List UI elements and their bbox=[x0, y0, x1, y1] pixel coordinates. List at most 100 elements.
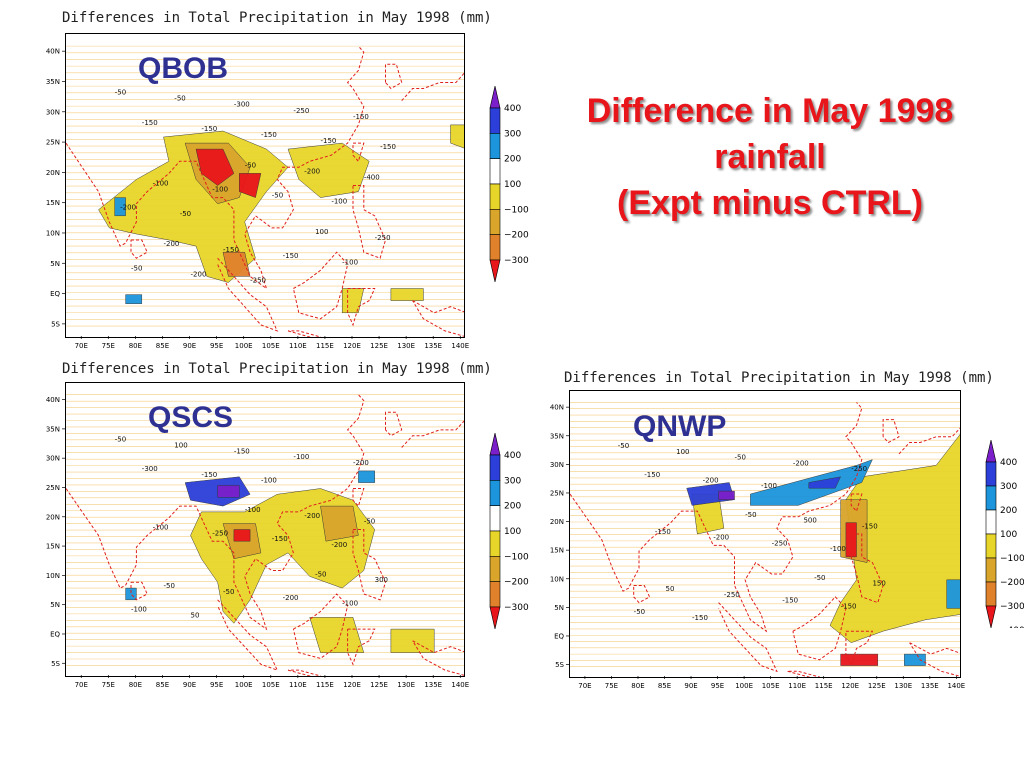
x-tick-label: 75E bbox=[605, 682, 618, 690]
contour-label: -200 bbox=[304, 512, 320, 520]
y-tick-label: EQ bbox=[554, 632, 564, 640]
colorbar-level-label: −300 bbox=[1000, 602, 1024, 612]
contour-label: -200 bbox=[793, 459, 809, 467]
colorbar-level-label: 100 bbox=[504, 527, 521, 537]
x-tick-label: 70E bbox=[75, 681, 88, 689]
colorbar-level-label: −200 bbox=[1000, 578, 1024, 588]
contour-label: -50 bbox=[163, 582, 174, 590]
contour-label: -150 bbox=[201, 125, 217, 133]
x-tick-label: 105E bbox=[262, 342, 280, 350]
coastline bbox=[850, 533, 884, 604]
y-tick-label: 35N bbox=[46, 425, 60, 433]
contour-label: -50 bbox=[315, 570, 326, 578]
colorbar-3: 400 300 200 100 −100 −200 −300 −400 bbox=[985, 440, 1024, 628]
coastline bbox=[352, 488, 365, 508]
x-tick-label: 135E bbox=[921, 682, 939, 690]
coastline bbox=[850, 493, 863, 513]
contour-label: -100 bbox=[153, 524, 169, 532]
y-tick-label: 20N bbox=[46, 513, 60, 521]
x-tick-label: 85E bbox=[658, 682, 671, 690]
x-tick-label: 85E bbox=[156, 342, 169, 350]
contour-label: -200 bbox=[713, 534, 729, 542]
panel-label: QNWP bbox=[633, 410, 727, 443]
y-tick-label: 35N bbox=[46, 78, 60, 86]
precip-region bbox=[125, 294, 143, 304]
y-tick-label: 5S bbox=[51, 660, 60, 668]
colorbar-level-label: 400 bbox=[504, 104, 521, 114]
colorbar-segment bbox=[985, 509, 997, 535]
colorbar-segment bbox=[489, 454, 501, 481]
coastline bbox=[130, 239, 148, 259]
x-tick-label: 140E bbox=[947, 682, 965, 690]
x-tick-label: 90E bbox=[684, 682, 697, 690]
x-tick-label: 130E bbox=[894, 682, 912, 690]
contour-label: -200 bbox=[120, 204, 136, 212]
coastline bbox=[401, 420, 464, 448]
x-tick-label: 120E bbox=[343, 342, 361, 350]
y-tick-label: 40N bbox=[46, 396, 60, 404]
colorbar-bottom-arrow bbox=[489, 606, 501, 629]
colorbar-level-label: 400 bbox=[1000, 458, 1017, 468]
precip-region bbox=[341, 288, 365, 314]
y-tick-label: 25N bbox=[46, 139, 60, 147]
precip-region bbox=[358, 470, 375, 483]
x-tick-label: 115E bbox=[316, 342, 334, 350]
precip-region bbox=[808, 476, 842, 489]
contour-label: -100 bbox=[830, 545, 846, 553]
contour-label: -50 bbox=[180, 210, 191, 218]
colorbar-segment bbox=[489, 133, 501, 159]
contour-label: -200 bbox=[331, 541, 347, 549]
contour-label: -150 bbox=[380, 143, 396, 151]
y-tick-label: 5S bbox=[51, 320, 60, 328]
y-tick-label: 5S bbox=[555, 661, 564, 669]
contour-label: -150 bbox=[862, 522, 878, 530]
y-tick-label: 5N bbox=[554, 604, 564, 612]
coastline bbox=[292, 251, 349, 320]
x-tick-label: 80E bbox=[129, 681, 142, 689]
colorbar-segment bbox=[489, 480, 501, 506]
precip-region bbox=[114, 197, 126, 217]
contour-label: -150 bbox=[841, 602, 857, 610]
colorbar-top-arrow bbox=[489, 86, 501, 109]
contour-label: -250 bbox=[212, 529, 228, 537]
colorbar-level-label: 200 bbox=[504, 502, 521, 512]
colorbar-level-label: −200 bbox=[504, 231, 529, 241]
contour-label: -50 bbox=[174, 95, 185, 103]
contour-label: -50 bbox=[734, 454, 745, 462]
precip-region bbox=[946, 579, 960, 609]
coastline bbox=[287, 330, 322, 337]
contour-label: -100 bbox=[761, 482, 777, 490]
colorbar-top-arrow bbox=[985, 440, 997, 463]
x-tick-label: 100E bbox=[235, 681, 253, 689]
colorbar-bottom-arrow bbox=[985, 605, 997, 628]
contour-label: 300 bbox=[375, 576, 388, 584]
contour-label: -100 bbox=[261, 477, 277, 485]
colorbar-level-label: 200 bbox=[1000, 506, 1017, 516]
y-tick-label: 25N bbox=[550, 489, 564, 497]
contour-label: -100 bbox=[342, 600, 358, 608]
colorbar-2: 400 300 200 100 −100 −200 −300 −400 bbox=[489, 433, 529, 629]
colorbar-level-label: −300 bbox=[504, 603, 529, 613]
coastline bbox=[385, 63, 403, 90]
contour-label: -250 bbox=[375, 234, 391, 242]
colorbar-segment bbox=[985, 533, 997, 559]
contour-label: -50 bbox=[245, 161, 256, 169]
contour-label: 50 bbox=[191, 611, 200, 619]
colorbar-level-label: −400 bbox=[504, 628, 529, 629]
contour-label: -150 bbox=[261, 131, 277, 139]
contour-label: 100 bbox=[676, 448, 689, 456]
contour-label: -200 bbox=[283, 594, 299, 602]
coastline bbox=[792, 596, 847, 661]
x-tick-label: 95E bbox=[711, 682, 724, 690]
slide-heading: Difference in May 1998 rainfall (Expt mi… bbox=[548, 88, 992, 226]
x-tick-label: 140E bbox=[451, 342, 469, 350]
colorbar-level-label: −100 bbox=[504, 552, 529, 562]
heading-line-3: (Expt minus CTRL) bbox=[617, 184, 923, 222]
colorbar-level-label: 300 bbox=[504, 129, 521, 139]
x-tick-label: 100E bbox=[235, 342, 253, 350]
contour-label: -50 bbox=[618, 442, 629, 450]
x-tick-label: 75E bbox=[102, 681, 115, 689]
map-frame: -50 100 -50 -50 -250 -200 -300 -200 -400 -250 -150… bbox=[65, 33, 465, 338]
x-tick-label: 110E bbox=[289, 342, 307, 350]
coastline bbox=[217, 599, 279, 671]
